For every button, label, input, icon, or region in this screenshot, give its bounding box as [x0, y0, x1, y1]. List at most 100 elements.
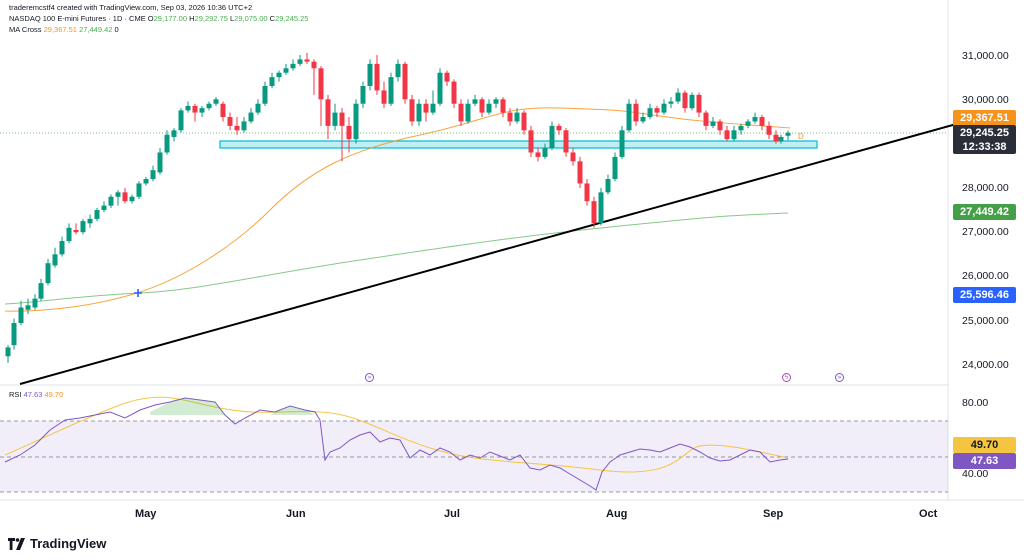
- candle-body: [255, 103, 261, 113]
- candle-body: [360, 86, 366, 104]
- candle-body: [297, 59, 303, 64]
- rsi-line: [4, 397, 789, 491]
- candle-body: [584, 183, 590, 202]
- candle-body: [661, 103, 667, 113]
- trend-line: [19, 122, 961, 385]
- candle-body: [115, 192, 121, 197]
- candle-body: [59, 241, 65, 255]
- candle-body: [703, 112, 709, 126]
- ma-fast-line: [4, 107, 791, 312]
- candle-body: [535, 152, 541, 157]
- rsi-ma-line: [4, 396, 789, 473]
- candle-body: [80, 221, 86, 233]
- candle-body: [507, 112, 513, 122]
- candle-body: [633, 103, 639, 122]
- candle-body: [290, 63, 296, 69]
- candle-body: [745, 121, 751, 126]
- price-label-24000: 24,000.00: [962, 359, 1009, 371]
- candle-body: [598, 192, 604, 224]
- candle-body: [227, 117, 233, 126]
- candle-body: [752, 117, 758, 122]
- candle-body: [647, 108, 653, 118]
- candle-body: [570, 152, 576, 162]
- candle-body: [388, 77, 394, 104]
- event-flash-icon[interactable]: ϟ: [782, 373, 791, 382]
- candle-body: [381, 90, 387, 104]
- symbol-header[interactable]: NASDAQ 100 E-mini Futures · 1D · CME O29…: [9, 14, 309, 23]
- candle-body: [171, 130, 177, 137]
- price-label-28000: 28,000.00: [962, 182, 1009, 194]
- candle-body: [458, 103, 464, 122]
- candle-body: [682, 92, 688, 109]
- candle-body: [437, 72, 443, 104]
- candle-body: [241, 121, 247, 131]
- ma-slow-line: [4, 212, 789, 305]
- candle-body: [612, 156, 618, 180]
- ohlc-open: O29,177.00: [147, 14, 188, 23]
- rsi-label-80: 80.00: [962, 397, 989, 409]
- candle-body: [626, 103, 632, 131]
- candle-body: [374, 63, 380, 91]
- candle-body: [52, 254, 58, 266]
- time-label-aug: Aug: [606, 508, 628, 520]
- candle-body: [32, 298, 38, 308]
- price-label-26000: 26,000.00: [962, 270, 1009, 282]
- tradingview-logo[interactable]: TradingView: [8, 536, 106, 551]
- candle-body: [738, 125, 744, 131]
- candle-body: [5, 347, 11, 357]
- ma-cross-header[interactable]: MA Cross 29,367.51 27,449.42 0: [9, 25, 119, 34]
- rsi-ma-tag: 49.70: [953, 437, 1016, 453]
- candle-body: [766, 125, 772, 135]
- candle-body: [346, 125, 352, 140]
- candle-body: [710, 121, 716, 126]
- candle-body: [773, 134, 779, 142]
- candle-body: [395, 63, 401, 78]
- candle-body: [220, 103, 226, 118]
- candle-body: [164, 134, 170, 153]
- candle-body: [675, 92, 681, 102]
- candle-body: [367, 63, 373, 87]
- candle-body: [129, 196, 135, 202]
- candle-body: [276, 72, 282, 78]
- event-marker-icon[interactable]: »: [365, 373, 374, 382]
- ohlc-low: L29,075.00: [230, 14, 268, 23]
- candle-body: [45, 263, 51, 284]
- candle-body: [206, 103, 212, 109]
- candle-body: [451, 81, 457, 104]
- time-label-may: May: [135, 508, 157, 520]
- time-label-jun: Jun: [286, 508, 306, 520]
- time-label-sep: Sep: [763, 508, 784, 520]
- candle-body: [283, 68, 289, 73]
- rsi-header[interactable]: RSI 47.63 49.70: [9, 390, 64, 399]
- candle-body: [430, 103, 436, 113]
- candle-body: [563, 130, 569, 153]
- candle-body: [136, 183, 142, 197]
- candle-body: [185, 105, 191, 111]
- price-label-30000: 30,000.00: [962, 94, 1009, 106]
- candle-body: [759, 117, 765, 126]
- rsi-overbought-fill: [150, 398, 225, 415]
- candle-body: [18, 307, 24, 324]
- candle-body: [234, 125, 240, 131]
- ohlc-high: H29,292.75: [189, 14, 228, 23]
- candle-body: [66, 227, 72, 242]
- candle-body: [318, 68, 324, 100]
- candle-body: [248, 112, 254, 122]
- candle-body: [25, 305, 31, 310]
- support-zone: [219, 140, 818, 149]
- candle-body: [416, 103, 422, 122]
- cross-level-tag: 25,596.46: [953, 287, 1016, 303]
- candle-body: [605, 179, 611, 193]
- candle-body: [472, 99, 478, 104]
- candle-body: [269, 77, 275, 87]
- candle-body: [689, 94, 695, 109]
- rsi-overbought-fill: [270, 406, 315, 415]
- candle-body: [402, 63, 408, 100]
- candle-body: [339, 112, 345, 126]
- candle-body: [465, 103, 471, 122]
- event-marker-icon[interactable]: »: [835, 373, 844, 382]
- candle-body: [150, 170, 156, 180]
- candle-body: [423, 103, 429, 113]
- candle-body: [528, 130, 534, 153]
